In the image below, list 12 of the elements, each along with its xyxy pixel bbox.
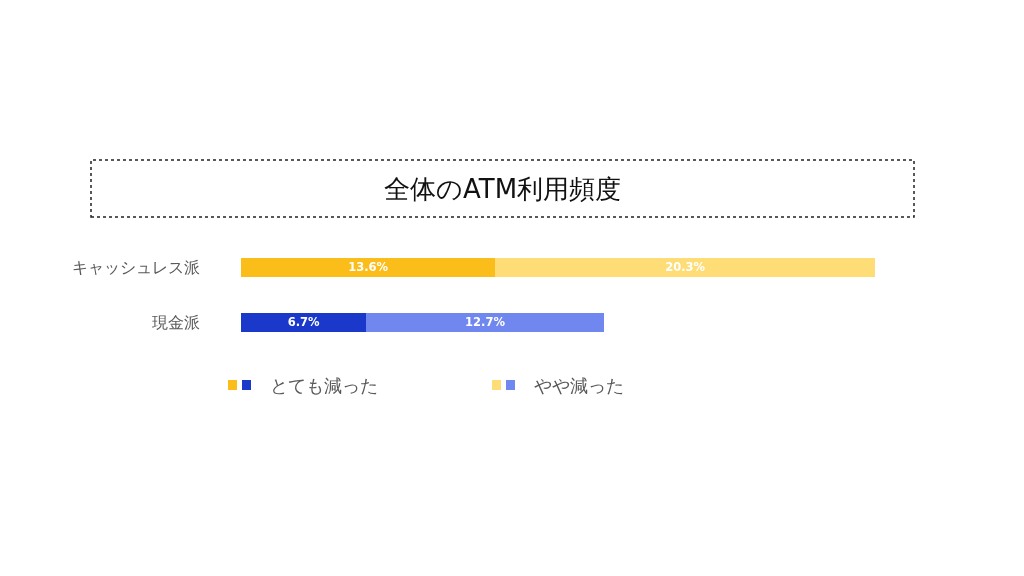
data-label: 6.7% bbox=[287, 315, 321, 330]
data-label: 13.6% bbox=[348, 260, 389, 275]
legend-label: とても減った bbox=[270, 375, 378, 396]
data-label: 20.3% bbox=[665, 260, 706, 275]
legend-label: やや減った bbox=[534, 375, 624, 396]
chart-title: 全体のATM利用頻度 bbox=[384, 174, 622, 204]
data-label: 12.7% bbox=[465, 315, 506, 330]
bar bbox=[495, 257, 875, 278]
y-tick-label: 現金派 bbox=[152, 313, 200, 333]
y-tick-label: キャッシュレス派 bbox=[72, 258, 200, 278]
bar bbox=[366, 312, 604, 333]
bar bbox=[241, 257, 496, 278]
